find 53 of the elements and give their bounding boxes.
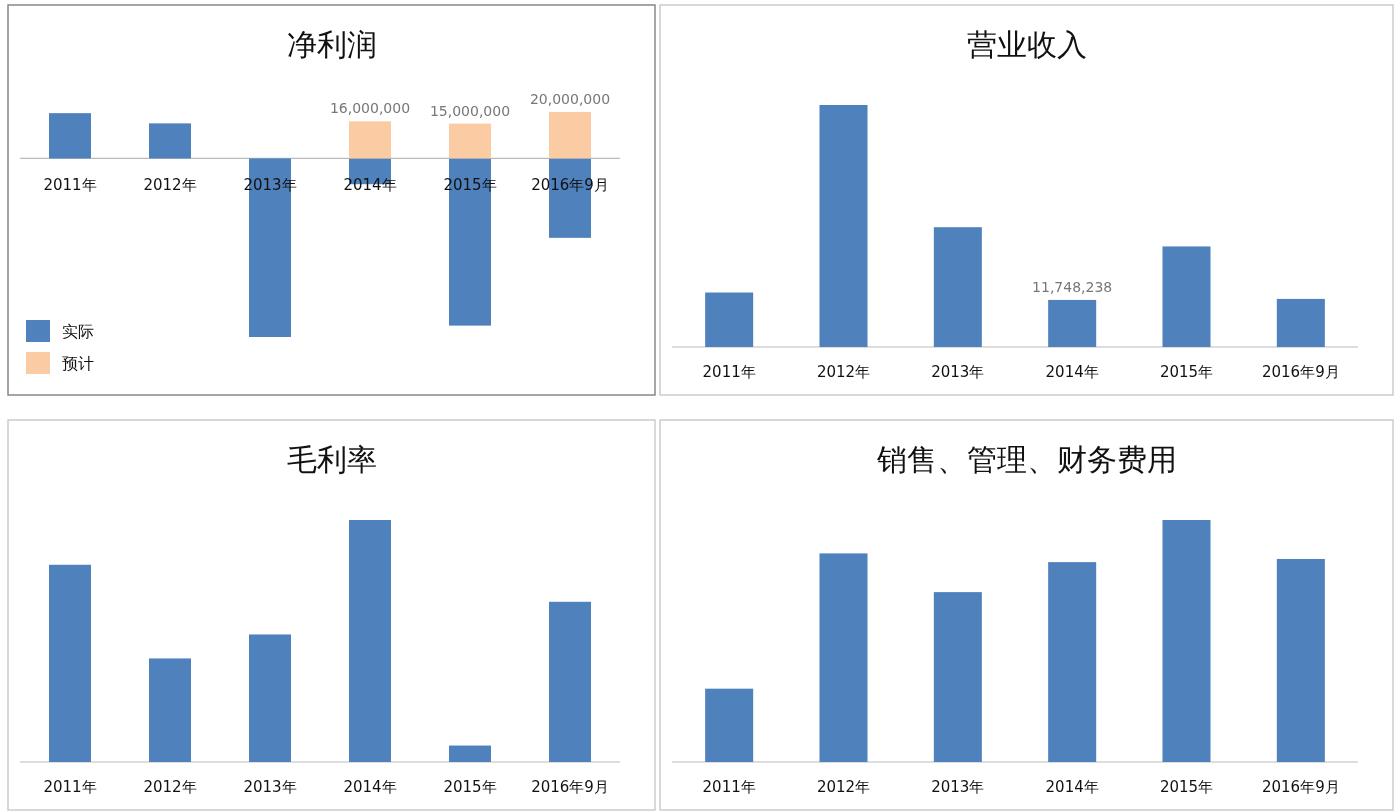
x-tick-label: 2013年: [931, 363, 985, 381]
bar: [549, 601, 591, 762]
bar: [1162, 520, 1211, 762]
bar: [819, 105, 868, 347]
x-tick-label: 2012年: [816, 363, 871, 381]
bar: [1048, 562, 1097, 762]
bar: [1162, 246, 1211, 347]
x-tick-label: 2015年: [443, 778, 497, 796]
bar: [1276, 558, 1325, 762]
bar: [149, 123, 191, 159]
legend-label: 预计: [62, 354, 94, 373]
chart-title: 净利润: [286, 27, 377, 62]
data-label: 20,000,000: [529, 91, 611, 107]
x-tick-label: 2015年: [1159, 778, 1214, 796]
x-tick-label: 2011年: [43, 176, 97, 195]
x-tick-label: 2011年: [702, 363, 756, 381]
bar: [933, 227, 982, 347]
bar: [705, 688, 754, 762]
x-tick-label: 2012年: [143, 778, 197, 796]
bar: [249, 634, 291, 762]
chart-title: 销售、管理、财务费用: [875, 442, 1177, 477]
bar: [49, 113, 91, 159]
bar: [449, 123, 491, 159]
x-tick-label: 2012年: [816, 778, 871, 796]
bar: [933, 592, 982, 762]
bar: [705, 292, 754, 347]
x-tick-label: 2016年9月: [1261, 778, 1340, 796]
data-label: 11,748,238: [1032, 278, 1113, 295]
legend-label: 实际: [62, 322, 94, 341]
bar: [349, 520, 391, 762]
x-tick-label: 2014年: [343, 778, 397, 796]
bar: [449, 745, 491, 762]
bar: [149, 658, 191, 762]
chart-title: 营业收入: [966, 27, 1087, 62]
data-label: 15,000,000: [429, 102, 511, 119]
bar: [349, 121, 391, 159]
x-tick-label: 2012年: [143, 176, 197, 195]
x-tick-label: 2016年9月: [1261, 363, 1340, 381]
x-tick-label: 2011年: [43, 778, 97, 796]
data-label: 16,000,000: [329, 100, 411, 117]
x-tick-label: 2014年: [1045, 778, 1099, 796]
chart-title: 毛利率: [286, 442, 377, 477]
x-tick-label: 2013年: [931, 778, 985, 796]
bar: [1048, 299, 1097, 347]
bar: [819, 553, 868, 762]
x-tick-label: 2014年: [1045, 363, 1099, 381]
x-tick-label: 2015年: [1159, 363, 1214, 381]
x-tick-label: 2016年9月: [531, 778, 609, 796]
bar: [49, 564, 91, 762]
bar: [1276, 298, 1325, 347]
x-tick-label: 2011年: [702, 778, 756, 796]
bar: [549, 112, 591, 159]
x-tick-label: 2013年: [243, 778, 297, 796]
